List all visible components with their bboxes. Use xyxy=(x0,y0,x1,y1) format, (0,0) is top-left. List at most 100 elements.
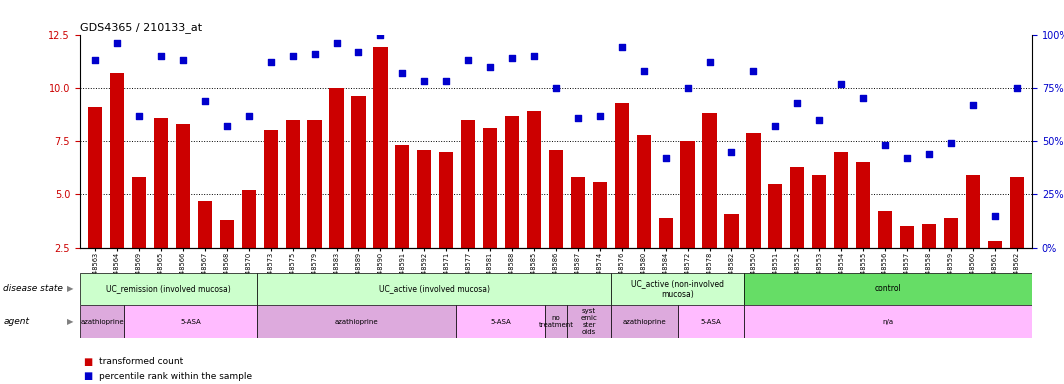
Bar xyxy=(725,214,738,301)
Point xyxy=(679,85,696,91)
Text: no
treatment: no treatment xyxy=(538,315,573,328)
Point xyxy=(86,57,103,63)
Text: agent: agent xyxy=(3,317,29,326)
Bar xyxy=(612,305,678,338)
Bar xyxy=(567,305,612,338)
Bar xyxy=(791,167,804,301)
Point xyxy=(503,55,520,61)
Point xyxy=(416,78,433,84)
Text: UC_remission (involved mucosa): UC_remission (involved mucosa) xyxy=(106,285,231,293)
Bar xyxy=(593,182,606,301)
Text: percentile rank within the sample: percentile rank within the sample xyxy=(99,372,252,381)
Text: transformed count: transformed count xyxy=(99,357,183,366)
Point xyxy=(262,59,279,65)
Point xyxy=(372,31,389,38)
Text: ■: ■ xyxy=(83,371,93,381)
Text: ▶: ▶ xyxy=(67,285,73,293)
Text: UC_active (non-involved
mucosa): UC_active (non-involved mucosa) xyxy=(631,279,725,299)
Bar xyxy=(987,241,1002,301)
Bar xyxy=(966,175,980,301)
Text: azathioprine: azathioprine xyxy=(622,319,666,324)
Point xyxy=(701,59,718,65)
Bar xyxy=(549,150,563,301)
Text: disease state: disease state xyxy=(3,285,63,293)
Bar xyxy=(395,146,410,301)
Bar xyxy=(88,107,102,301)
Bar xyxy=(857,162,870,301)
Point xyxy=(174,57,192,63)
Bar xyxy=(110,73,124,301)
Bar xyxy=(198,201,212,301)
Bar xyxy=(1010,177,1024,301)
Bar xyxy=(636,135,651,301)
Bar xyxy=(678,305,744,338)
Point xyxy=(1009,85,1026,91)
Point xyxy=(788,100,805,106)
Text: control: control xyxy=(875,285,901,293)
Bar xyxy=(176,124,190,301)
Point xyxy=(394,70,411,76)
Point xyxy=(877,142,894,149)
Bar xyxy=(124,305,257,338)
Point xyxy=(569,114,586,121)
Bar xyxy=(154,118,168,301)
Bar xyxy=(505,116,519,301)
Text: 5-ASA: 5-ASA xyxy=(491,319,511,324)
Bar xyxy=(921,224,936,301)
Text: ■: ■ xyxy=(83,357,93,367)
Point xyxy=(658,155,675,161)
Point xyxy=(547,85,564,91)
Bar xyxy=(417,150,431,301)
Bar xyxy=(439,152,453,301)
Point xyxy=(284,53,301,59)
Bar xyxy=(746,132,761,301)
Point xyxy=(635,68,652,74)
Bar xyxy=(900,227,914,301)
Point xyxy=(964,102,981,108)
Bar xyxy=(744,273,1032,305)
Bar xyxy=(264,131,278,301)
Bar xyxy=(351,96,366,301)
Text: 5-ASA: 5-ASA xyxy=(180,319,201,324)
Point xyxy=(920,151,937,157)
Point xyxy=(745,68,762,74)
Bar xyxy=(702,113,717,301)
Bar xyxy=(812,175,827,301)
Point xyxy=(460,57,477,63)
Point xyxy=(350,48,367,55)
Text: 5-ASA: 5-ASA xyxy=(700,319,721,324)
Bar xyxy=(80,305,124,338)
Bar xyxy=(307,120,321,301)
Bar xyxy=(132,177,146,301)
Point xyxy=(592,113,609,119)
Point xyxy=(767,123,784,129)
Bar xyxy=(612,273,744,305)
Point xyxy=(197,98,214,104)
Bar xyxy=(570,177,585,301)
Text: UC_active (involved mucosa): UC_active (involved mucosa) xyxy=(379,285,489,293)
Point xyxy=(437,78,454,84)
Bar xyxy=(834,152,848,301)
Text: n/a: n/a xyxy=(882,319,894,324)
Point xyxy=(131,113,148,119)
Point xyxy=(240,113,257,119)
Bar xyxy=(615,103,629,301)
Point xyxy=(898,155,915,161)
Point xyxy=(722,149,739,155)
Bar xyxy=(456,305,545,338)
Bar xyxy=(768,184,782,301)
Bar xyxy=(944,218,958,301)
Bar xyxy=(483,128,497,301)
Bar xyxy=(242,190,255,301)
Point xyxy=(943,140,960,146)
Bar xyxy=(373,47,387,301)
Bar xyxy=(878,212,893,301)
Bar xyxy=(744,305,1032,338)
Bar xyxy=(80,273,257,305)
Point xyxy=(152,53,169,59)
Point xyxy=(811,117,828,123)
Text: azathioprine: azathioprine xyxy=(80,319,123,324)
Point xyxy=(526,53,543,59)
Point xyxy=(482,63,499,70)
Point xyxy=(109,40,126,46)
